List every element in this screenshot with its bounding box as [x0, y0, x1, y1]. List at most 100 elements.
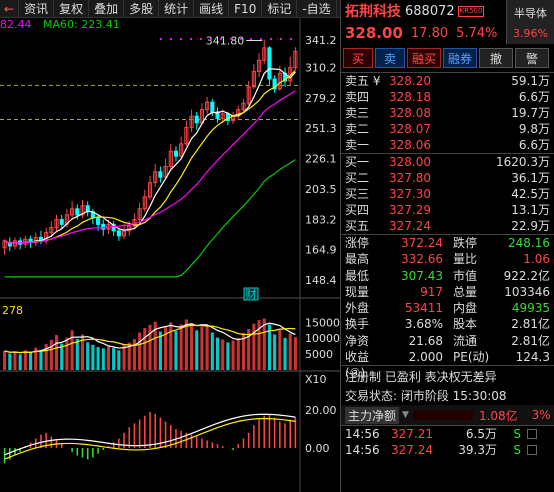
stat-value: 2.81亿 — [511, 333, 550, 348]
volume-bar — [215, 337, 220, 370]
macd-tick-label: 20.00 — [305, 404, 337, 417]
toolbar-remove-watchlist-button[interactable]: -自选 — [297, 0, 337, 18]
checkbox-icon[interactable] — [527, 445, 537, 456]
volume-bar — [221, 339, 225, 370]
checkbox-icon[interactable] — [527, 429, 537, 440]
volume-ma10-line — [4, 324, 296, 354]
sell-button[interactable]: 卖 — [375, 48, 405, 68]
stat-row: 涨停 372.24 跌停 248.16 — [341, 235, 554, 251]
ask-volume: 9.8万 — [518, 122, 550, 136]
bid-volume: 42.5万 — [511, 187, 550, 201]
price-alert-button[interactable]: 警 — [515, 48, 549, 68]
ask-row[interactable]: 卖四 328.18 6.6万 — [341, 89, 554, 105]
signal-dot — [230, 38, 232, 40]
volume-bar — [96, 347, 100, 370]
toolbar-back-button[interactable]: ← — [0, 0, 20, 18]
ask-row[interactable]: 卖二 328.07 9.8万 — [341, 121, 554, 137]
kr-badge: KR500 — [457, 5, 485, 17]
volume-bar — [174, 330, 178, 370]
bid-volume: 36.1万 — [511, 171, 550, 185]
ask-label: 卖一 — [345, 138, 370, 152]
volume-bar — [278, 329, 282, 370]
volume-bar — [127, 342, 131, 370]
volume-bar — [283, 337, 287, 370]
candle-body — [210, 101, 215, 113]
stat-value: 49935 — [511, 301, 550, 316]
ask-row[interactable]: 卖三 328.08 19.7万 — [341, 105, 554, 121]
cancel-order-button[interactable]: 撤 — [479, 48, 513, 68]
bid-row[interactable]: 买四 327.29 13.1万 — [341, 202, 554, 218]
candle-body — [179, 143, 184, 157]
candle-body — [116, 230, 121, 237]
price-change: 17.80 — [410, 25, 449, 41]
margin-sell-button[interactable]: 融券 — [443, 48, 477, 68]
tick-direction: S — [513, 427, 521, 442]
price-row: 328.00 17.80 5.74% — [341, 22, 554, 44]
volume-bar — [164, 326, 168, 370]
stat-label: 量比 — [453, 252, 478, 267]
toolbar-mark-button[interactable]: 标记 — [262, 0, 298, 18]
price-tick-label: 251.3 — [305, 122, 337, 135]
ask-label: 卖五 ¥ — [345, 74, 381, 88]
volume-bar — [210, 332, 214, 370]
volume-bar — [23, 350, 27, 370]
bid-price: 327.80 — [389, 171, 431, 185]
candle-body — [272, 78, 277, 90]
signal-dot — [220, 38, 222, 40]
stat-row: 现量 917 总量 103346 — [341, 284, 554, 300]
sector-name: 半导体 — [514, 7, 547, 20]
volume-bar — [8, 353, 12, 370]
toolbar-stats-button[interactable]: 统计 — [159, 0, 195, 18]
volume-bar — [3, 350, 7, 370]
toolbar-draw-button[interactable]: 画线 — [194, 0, 230, 18]
volume-bar — [179, 324, 183, 370]
volume-bar — [252, 323, 256, 370]
toolbar-overlay-button[interactable]: 叠加 — [89, 0, 125, 18]
stat-value: 248.16 — [508, 236, 550, 250]
candle-body — [158, 171, 163, 178]
bid-row[interactable]: 买三 327.30 42.5万 — [341, 186, 554, 202]
volume-bar — [236, 337, 240, 370]
net-flow-pct: 3% — [531, 408, 551, 423]
toolbar-f10-button[interactable]: F10 — [229, 0, 263, 18]
buy-button[interactable]: 买 — [343, 48, 373, 68]
candle-body — [33, 236, 38, 244]
ask-row[interactable]: 卖五 ¥ 328.20 59.1万 — [341, 73, 554, 89]
bid-row[interactable]: 买五 327.24 22.9万 — [341, 218, 554, 234]
ask-label: 卖四 — [345, 90, 370, 104]
volume-bar — [138, 332, 142, 370]
price-tick-label: 183.2 — [305, 213, 337, 226]
main-net-flow: 主力净额 ▼ 1.08亿 3% — [341, 405, 554, 426]
volume-bar — [231, 340, 235, 370]
candle-body — [251, 70, 256, 88]
stat-label: 最高 — [345, 252, 370, 267]
caret-down-icon[interactable]: ▼ — [402, 410, 409, 421]
stat-row: 最低 307.43 市值 922.2亿 — [341, 268, 554, 284]
volume-bar — [247, 329, 251, 370]
stat-row: 净资 21.68 流通 2.81亿 — [341, 333, 554, 349]
macd-dea-line — [4, 417, 296, 460]
bid-row[interactable]: 买二 327.80 36.1万 — [341, 170, 554, 186]
toolbar-multi-stock-button[interactable]: 多股 — [124, 0, 160, 18]
bid-price: 327.29 — [389, 203, 431, 217]
margin-buy-button[interactable]: 融买 — [407, 48, 441, 68]
toolbar-news-button[interactable]: 资讯 — [19, 0, 55, 18]
signal-dot — [160, 38, 162, 40]
ask-label: 卖二 — [345, 122, 370, 136]
ask-row[interactable]: 卖一 328.06 6.6万 — [341, 137, 554, 153]
volume-tick-label: 15000 — [305, 316, 340, 329]
sector-box[interactable]: 半导体 3.96% — [506, 0, 554, 44]
kline-chart[interactable]: 341.2 310.2 279.2 251.3 226.1 203.5 183.2 164.9… — [0, 18, 340, 492]
bid-label: 买一 — [345, 155, 370, 169]
bid-row[interactable]: 买一 328.00 1620.3万 — [341, 154, 554, 170]
toolbar-adjust-button[interactable]: 复权 — [54, 0, 90, 18]
volume-left-label: 278 — [2, 304, 23, 317]
candle-body — [184, 126, 189, 145]
bid-label: 买三 — [345, 187, 370, 201]
bid-label: 买五 — [345, 219, 370, 233]
stat-label: PE(动) — [453, 350, 490, 365]
volume-bar — [80, 334, 85, 370]
price-tick-label: 341.2 — [305, 34, 337, 47]
tick-volume: 6.5万 — [465, 427, 497, 442]
price-tick-label: 279.2 — [305, 92, 337, 105]
